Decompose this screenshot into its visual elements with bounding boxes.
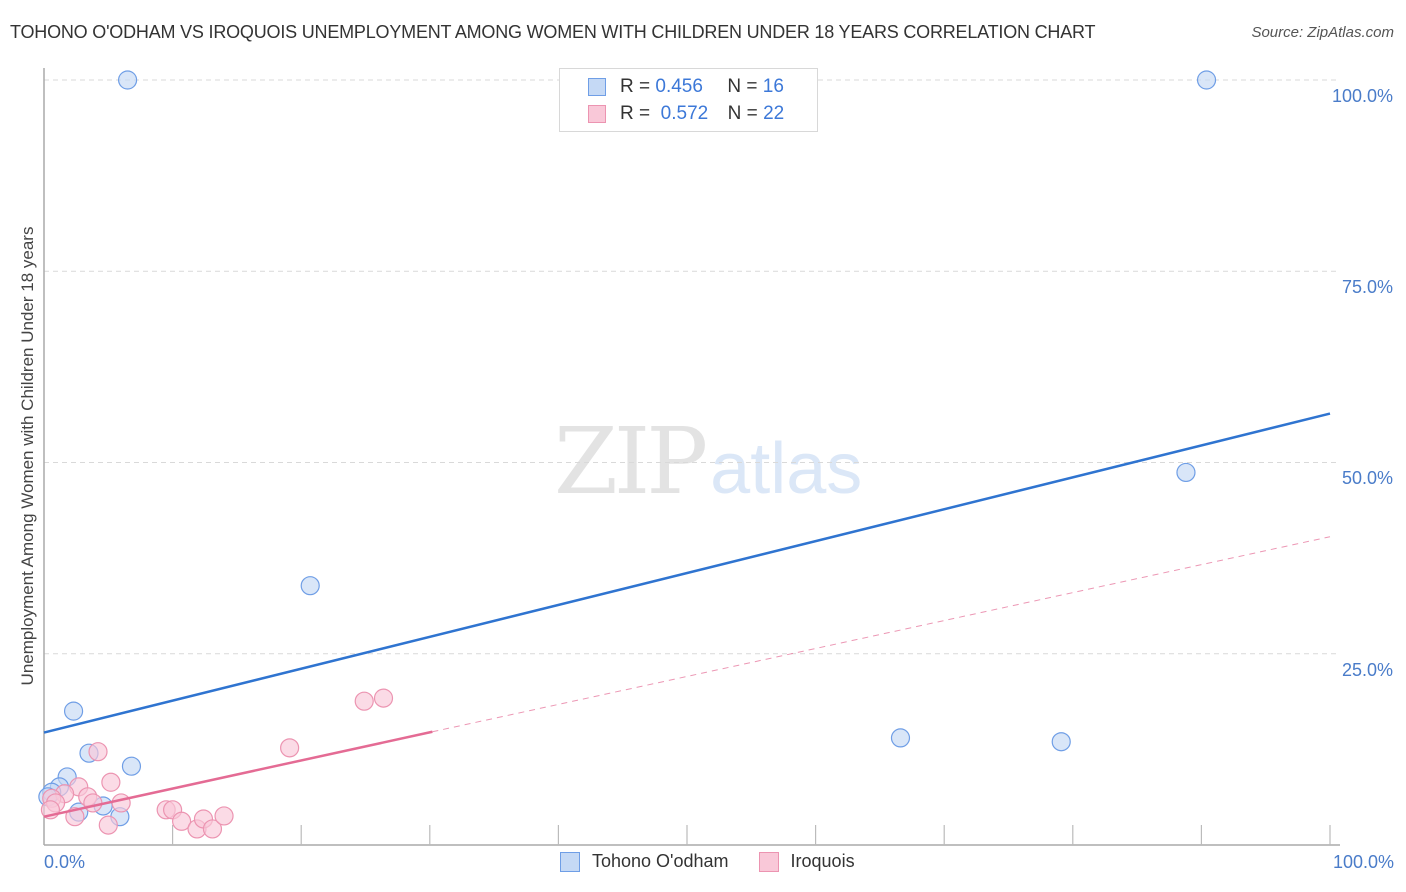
trendline-iroquois-extension: [432, 536, 1331, 733]
y-tick-75: 75.0%: [1341, 277, 1393, 297]
data-point: [280, 738, 300, 758]
data-point: [88, 742, 108, 762]
blue-swatch-icon: [560, 851, 580, 872]
legend-label-iroquois: Iroquois: [790, 851, 855, 871]
pink-swatch-icon: [758, 851, 779, 872]
r-value: 0.456: [655, 76, 703, 97]
data-point: [117, 70, 138, 90]
legend-row-iroquois: R = 0.572 N = 22: [588, 102, 784, 126]
n-label: N =: [727, 103, 758, 124]
data-point: [98, 815, 118, 835]
x-tick-0: 0.0%: [44, 852, 86, 872]
correlation-legend: R = 0.456 N = 16 R = 0.572 N = 22: [559, 68, 818, 132]
data-point: [121, 756, 142, 776]
data-point: [101, 772, 121, 792]
y-tick-100: 100.0%: [1331, 86, 1393, 106]
watermark-zip: ZIP: [554, 408, 708, 515]
series-legend: Tohono O'odham Iroquois: [560, 851, 885, 872]
y-tick-50: 50.0%: [1341, 468, 1393, 488]
chart-title: TOHONO O'ODHAM VS IROQUOIS UNEMPLOYMENT …: [10, 22, 1096, 42]
data-point: [202, 819, 223, 839]
x-tick-100: 100.0%: [1332, 852, 1394, 872]
data-point: [83, 793, 103, 813]
y-axis-label: Unemployment Among Women with Children U…: [18, 226, 37, 686]
data-point: [354, 691, 374, 711]
r-label: R =: [620, 76, 651, 97]
data-point: [890, 728, 911, 748]
n-value: 22: [763, 103, 785, 124]
r-label: R =: [620, 103, 651, 124]
blue-swatch-icon: [588, 78, 606, 96]
data-point: [111, 793, 131, 813]
data-point: [1196, 70, 1217, 90]
data-point: [300, 576, 320, 596]
data-point: [373, 688, 394, 708]
source-credit: Source: ZipAtlas.com: [1251, 24, 1394, 41]
n-label: N =: [727, 76, 758, 97]
pink-swatch-icon: [588, 105, 606, 123]
legend-item-tohono[interactable]: Tohono O'odham: [560, 851, 729, 872]
legend-row-tohono: R = 0.456 N = 16: [588, 75, 784, 99]
watermark-atlas: atlas: [710, 429, 863, 509]
data-point: [214, 806, 234, 826]
watermark: ZIPatlas: [554, 408, 862, 515]
y-tick-25: 25.0%: [1341, 660, 1393, 680]
trendline-iroquois: [43, 730, 433, 818]
legend-label-tohono: Tohono O'odham: [592, 851, 729, 871]
n-value: 16: [762, 76, 784, 97]
legend-item-iroquois[interactable]: Iroquois: [758, 851, 855, 872]
data-point: [1051, 732, 1071, 752]
data-point: [63, 701, 84, 721]
data-point: [172, 811, 192, 831]
trendline-tohono: [43, 412, 1331, 734]
data-point: [1176, 462, 1196, 483]
r-value: 0.572: [660, 103, 709, 124]
